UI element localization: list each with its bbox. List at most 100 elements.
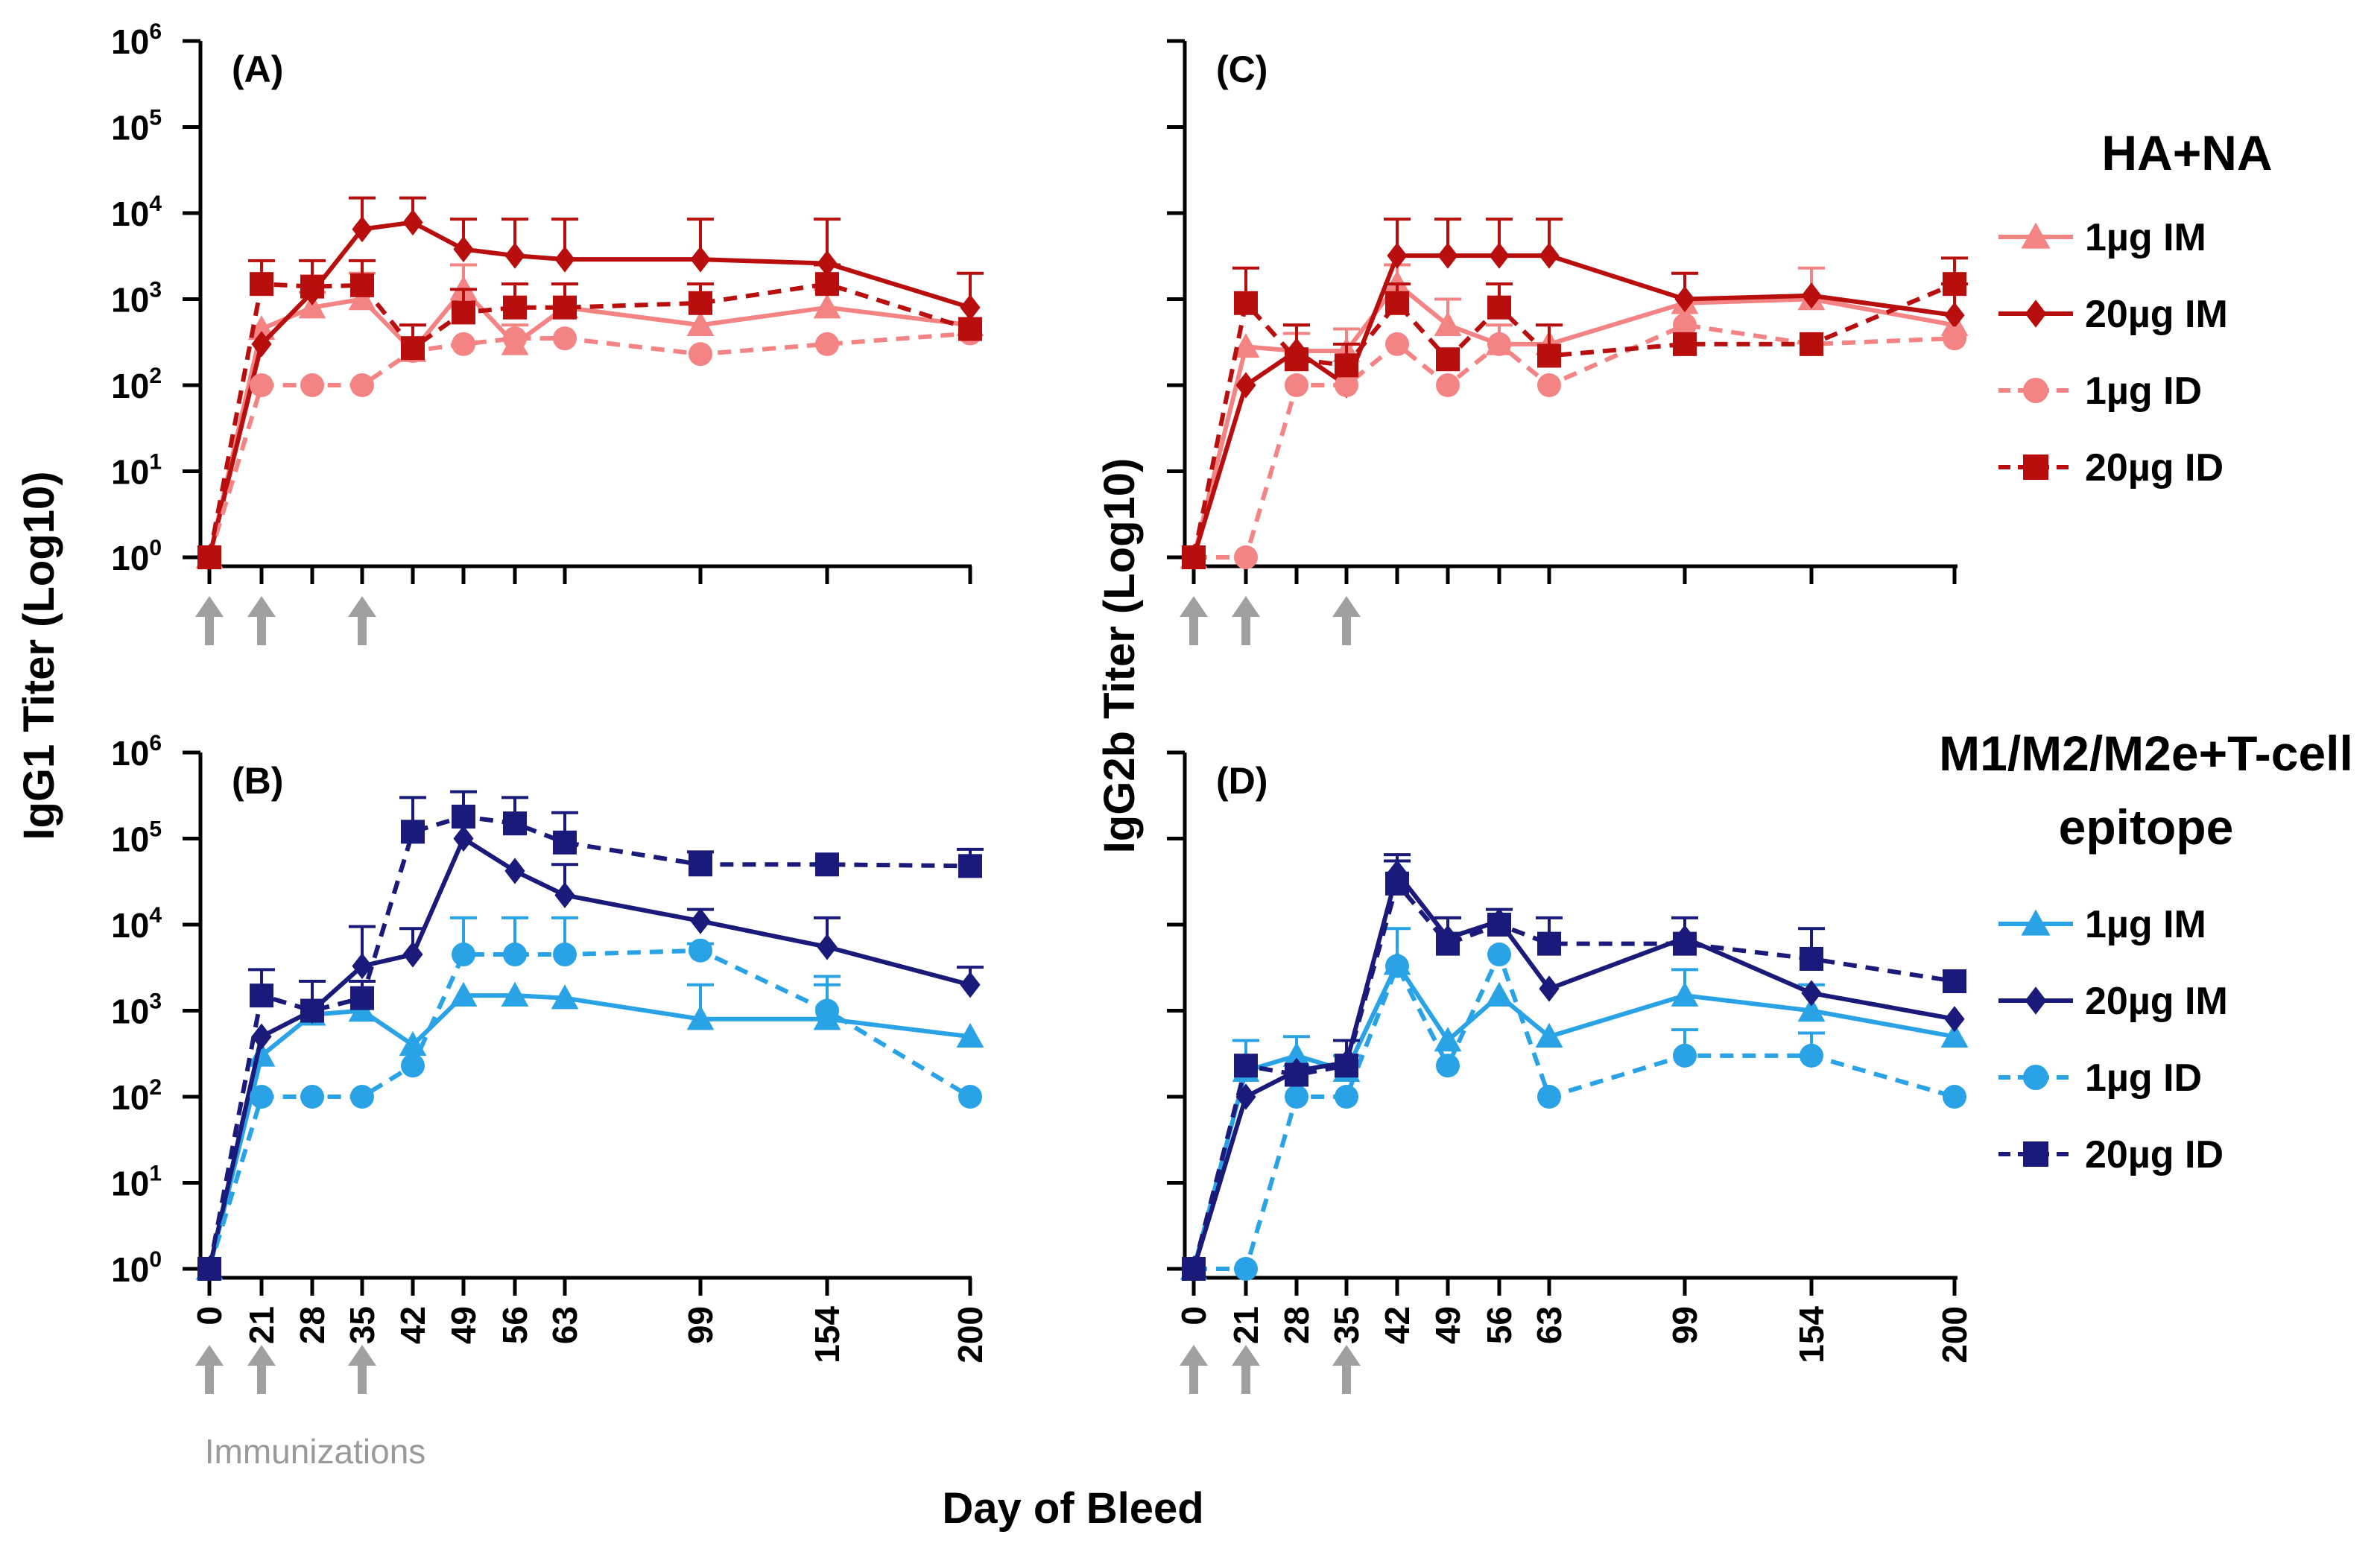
legend-marker — [2025, 300, 2047, 328]
legend-marker — [2021, 909, 2051, 936]
y-tick-exponent: 6 — [149, 731, 162, 756]
data-point — [689, 291, 712, 315]
data-point — [1673, 1043, 1697, 1068]
data-point — [1943, 272, 1966, 297]
legend-ha-na: HA+NA 1µg IM 20µg IM 1µg ID 20µg ID — [1998, 125, 2273, 490]
x-axis-title: Day of Bleed — [942, 1484, 1203, 1533]
data-point — [1485, 981, 1513, 1007]
data-point — [1387, 242, 1408, 269]
data-point — [197, 1257, 221, 1281]
data-point — [1539, 975, 1560, 1002]
data-point — [553, 295, 577, 320]
data-point — [1182, 1257, 1206, 1281]
data-point — [1234, 1257, 1258, 1281]
data-point — [402, 941, 423, 968]
immunization-arrow-shaft — [1342, 615, 1351, 645]
data-point — [1385, 291, 1409, 315]
series-line — [1194, 952, 1955, 1271]
legend-marker — [2023, 1065, 2048, 1090]
x-tick-label: 154 — [1792, 1306, 1831, 1363]
immunization-arrow-shaft — [358, 615, 367, 645]
x-tick-label: 56 — [496, 1306, 534, 1344]
data-point — [503, 295, 527, 320]
data-point — [1537, 373, 1561, 397]
data-point — [1437, 242, 1458, 269]
data-point — [300, 1085, 324, 1109]
data-point — [300, 274, 324, 299]
data-point — [452, 300, 475, 325]
data-point — [452, 332, 475, 356]
panel-d: 0 21 28 35 42 49 56 63 99 154 200 (D) — [1167, 750, 1974, 1394]
immunizations-label: Immunizations — [205, 1432, 426, 1471]
panel-label: (A) — [232, 48, 283, 90]
data-point — [1487, 295, 1511, 320]
legend-label: 1µg ID — [2085, 370, 2202, 413]
y-tick-exponent: 4 — [149, 191, 162, 216]
data-point — [501, 981, 529, 1007]
data-point — [1944, 1006, 1965, 1033]
legend-item-1-g-im: 1µg IM — [1998, 903, 2206, 946]
x-tick-label: 49 — [1428, 1306, 1467, 1344]
immunization-arrow — [1332, 1345, 1361, 1394]
x-tick-label: 35 — [343, 1306, 382, 1344]
data-point — [553, 830, 577, 855]
data-point — [960, 972, 981, 998]
data-point — [449, 981, 478, 1007]
immunization-arrow — [348, 596, 376, 645]
series-1-g-id-a — [197, 321, 982, 569]
y-tick-label: 100 — [111, 1247, 162, 1289]
panel-label: (B) — [232, 760, 283, 802]
data-point — [553, 326, 577, 351]
x-tick-label: 154 — [808, 1306, 846, 1363]
x-tick-label: 200 — [951, 1306, 990, 1363]
legend-label: 20µg IM — [2085, 293, 2228, 336]
y-tick-label: 105 — [111, 106, 162, 148]
series-line — [207, 948, 972, 1270]
data-point — [813, 294, 841, 319]
y-tick-exponent: 0 — [149, 536, 162, 560]
data-point — [1940, 1022, 1969, 1048]
y-tick-label: 100 — [111, 536, 162, 577]
data-point — [503, 326, 527, 351]
data-point — [298, 294, 326, 319]
legend-title-m1-m2-line2: epitope — [2059, 799, 2234, 855]
data-point — [247, 315, 276, 340]
series-1-g-im-b — [195, 981, 984, 1280]
data-point — [1285, 373, 1308, 397]
series-20-g-im-b — [199, 825, 984, 1282]
immunization-arrow-shaft — [257, 615, 266, 645]
legend-label: 1µg IM — [2085, 903, 2206, 946]
immunization-arrow — [247, 596, 276, 645]
data-point — [1235, 1083, 1256, 1110]
immunization-arrow-head — [247, 596, 276, 617]
y-tick-label: 102 — [111, 364, 162, 405]
legend-label: 20µg ID — [2085, 1133, 2224, 1176]
data-point — [1234, 1054, 1258, 1078]
immunization-arrow-shaft — [1189, 615, 1198, 645]
data-point — [300, 373, 324, 397]
y-tick-exponent: 5 — [149, 817, 162, 842]
x-tick-label: 21 — [1227, 1306, 1265, 1344]
series-20-g-id-d — [1182, 859, 1966, 1281]
y-tick-exponent: 2 — [149, 364, 162, 388]
data-point — [1797, 997, 1826, 1022]
y-tick-label: 104 — [111, 191, 162, 233]
data-point — [815, 272, 839, 297]
data-point — [960, 294, 981, 321]
y-tick-label: 104 — [111, 903, 162, 945]
data-point — [1436, 1054, 1460, 1078]
legend-item-20-g-id: 20µg ID — [1998, 446, 2224, 490]
data-point — [1235, 372, 1256, 399]
immunization-arrow-shaft — [1241, 615, 1250, 645]
data-point — [1487, 332, 1511, 356]
legend-label: 1µg ID — [2085, 1057, 2202, 1100]
data-point — [453, 825, 474, 852]
legend-item-1-g-id: 1µg ID — [1998, 1057, 2202, 1100]
immunization-arrow-shaft — [205, 615, 214, 645]
immunization-arrow — [195, 1345, 224, 1394]
data-point — [1801, 282, 1822, 309]
legend-marker — [2023, 1141, 2048, 1167]
data-point — [350, 1085, 374, 1109]
y-tick-label: 102 — [111, 1075, 162, 1117]
